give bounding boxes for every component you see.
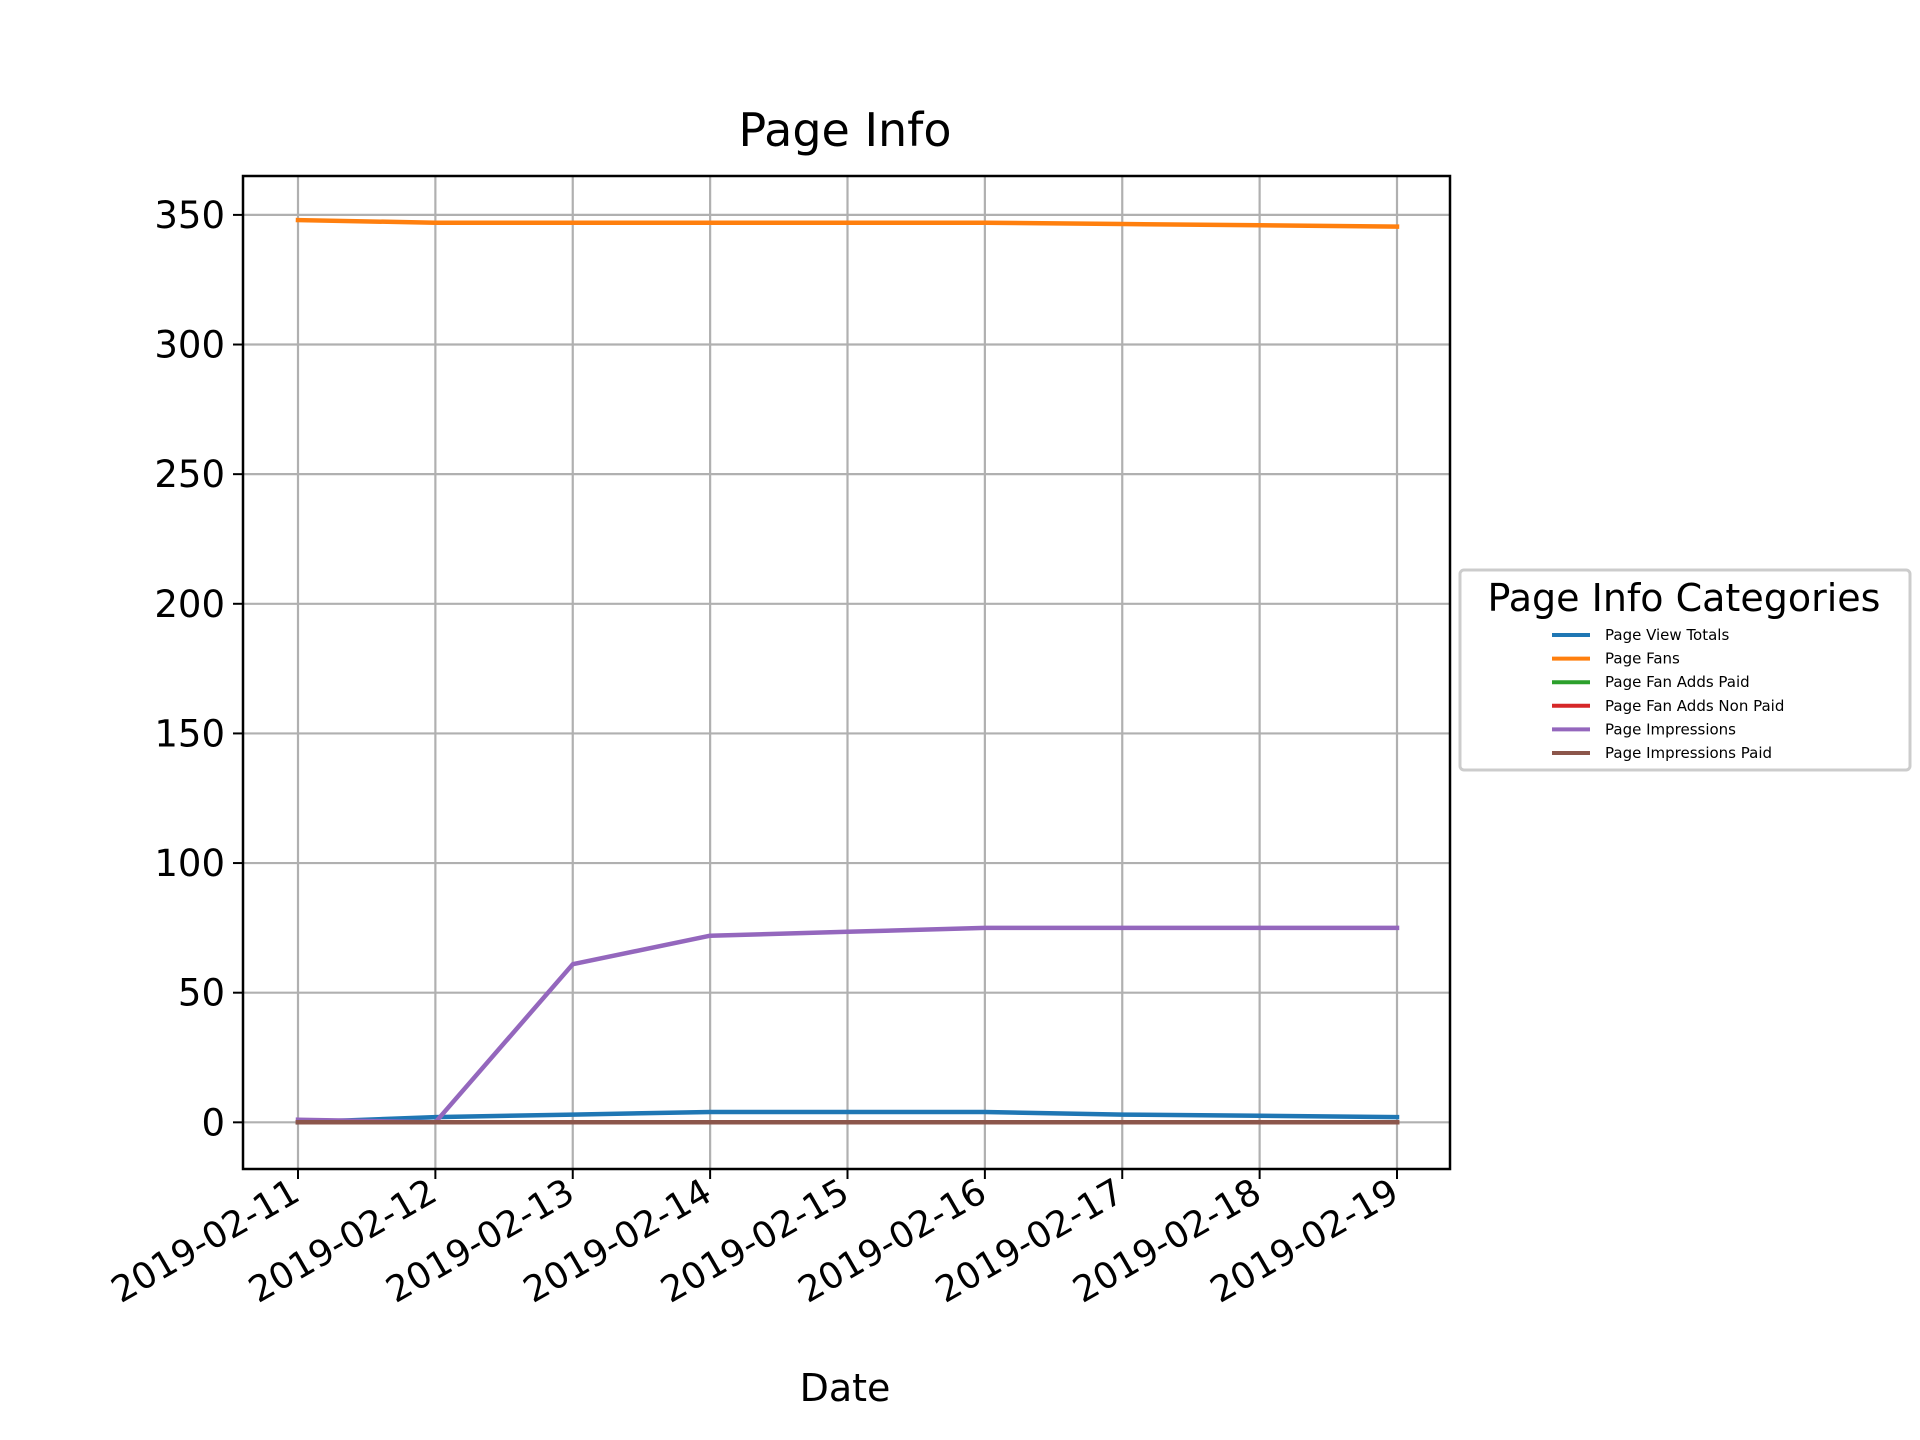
series-lines (295, 217, 1400, 1125)
y-tick-label: 200 (154, 583, 225, 626)
legend-items: Page View Totals Page Fans Page Fan Adds P… (1552, 626, 1784, 762)
y-tick-label: 150 (154, 712, 225, 755)
grid-lines (243, 176, 1450, 1169)
y-tick-label: 250 (154, 453, 225, 496)
legend-label: Page Fans (1605, 650, 1680, 668)
chart-title: Page Info (738, 103, 951, 157)
legend-box (1458, 568, 1912, 772)
series-line-page-view-totals (295, 1109, 1400, 1125)
legend-label: Page Fan Adds Non Paid (1605, 697, 1784, 715)
series-line-page-impressions (295, 925, 1400, 1125)
y-tick-label: 350 (154, 194, 225, 237)
y-tick-label: 300 (154, 324, 225, 367)
x-axis: 2019-02-112019-02-122019-02-132019-02-14… (105, 1169, 1406, 1311)
y-tick-label: 0 (201, 1101, 225, 1144)
x-axis-label: Date (800, 1366, 891, 1410)
y-tick-label: 100 (154, 842, 225, 885)
series-line-page-fans (295, 217, 1400, 229)
legend-title: Page Info Categories (1488, 576, 1881, 620)
legend-label: Page Impressions (1605, 720, 1736, 738)
legend: Page Info Categories Page View TotalsPag… (1458, 568, 1912, 772)
y-axis: 0 50 100 150 200 250 300 350 (154, 194, 243, 1144)
legend-label: Page View Totals (1605, 626, 1729, 644)
y-tick-label: 50 (178, 972, 225, 1015)
legend-label: Page Impressions Paid (1605, 744, 1772, 762)
legend-label: Page Fan Adds Paid (1605, 673, 1750, 691)
